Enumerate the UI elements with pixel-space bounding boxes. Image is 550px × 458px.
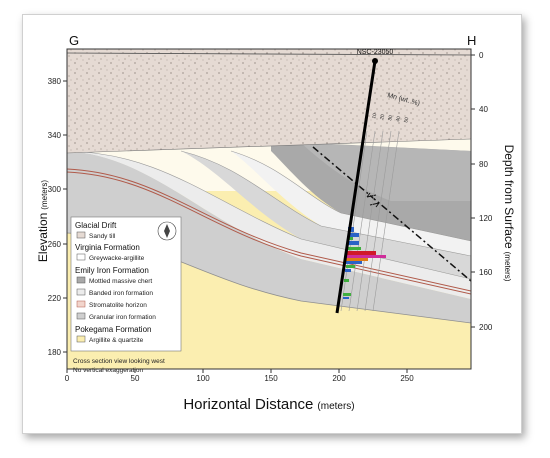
drift-base (67, 138, 471, 154)
granular-iron-formation (67, 151, 471, 323)
legend-item-label: Argillite & quartzite (89, 337, 144, 344)
depth-tick: 200 (479, 323, 493, 332)
banded-iron-formation (67, 151, 471, 299)
right-axis-ticks: 0 40 80 120 160 200 (471, 51, 493, 332)
mn-tick-labels: 10 20 30 40 50 (371, 112, 410, 123)
drill-hole (335, 60, 377, 314)
y-tick: 260 (48, 240, 62, 249)
legend-swatch-argillite (76, 335, 86, 343)
right-axis-title: Depth from Surface(meters) (502, 145, 516, 282)
depth-tick: 40 (479, 105, 488, 114)
legend: Glacial Drift Sandy till Virginia Format… (70, 216, 182, 352)
y-tick: 180 (48, 348, 62, 357)
legend-group-title: Pokegama Formation (75, 325, 151, 334)
mn-tick: 30 (387, 114, 394, 121)
contact-line-1 (67, 150, 471, 280)
x-axis-title: Horizontal Distance (meters) (183, 396, 354, 413)
x-tick: 200 (332, 374, 346, 383)
depth-tick: 80 (479, 160, 488, 169)
ground-surface (67, 52, 471, 56)
legend-item-label: Mottled massive chert (89, 278, 152, 285)
mn-tick: 50 (403, 116, 410, 123)
banded-iron-unit-2 (181, 151, 471, 279)
depth-tick: 120 (479, 214, 493, 223)
x-tick: 100 (196, 374, 210, 383)
mn-tick: 10 (371, 112, 378, 119)
legend-group-title: Glacial Drift (75, 221, 117, 230)
glacial-drift (67, 49, 471, 153)
left-axis-ticks: 380 340 300 260 220 180 (48, 77, 67, 357)
section-label-left: G (69, 33, 79, 48)
x-tick: 250 (400, 374, 414, 383)
mn-tick: 40 (395, 115, 402, 122)
section-label-right: H (467, 33, 476, 48)
stromatolite-line-2 (67, 171, 471, 295)
y-tick: 380 (48, 77, 62, 86)
legend-swatch-banded (76, 288, 86, 296)
x-tick: 150 (264, 374, 278, 383)
legend-item-label: Sandy till (89, 233, 116, 240)
legend-group-title: Virginia Formation (75, 243, 140, 252)
y-tick: 220 (48, 294, 62, 303)
legend-item-label: Greywacke-argillite (89, 255, 145, 262)
geologic-layers (67, 49, 471, 369)
x-tick: 50 (131, 374, 140, 383)
stromatolite-line-1 (67, 168, 471, 292)
legend-item-label: Stromatolite horizon (89, 302, 147, 309)
compass-needle-icon (164, 224, 170, 238)
drill-collar (372, 58, 378, 64)
plot-border (66, 48, 472, 370)
well-label: NSC-23050 (357, 49, 394, 56)
legend-box (70, 216, 182, 352)
legend-swatch-greywacke (76, 253, 86, 261)
x-tick: 0 (65, 374, 70, 383)
section-note-2: No vertical exaggeration (73, 367, 143, 374)
legend-item-label: Granular iron formation (89, 314, 156, 321)
left-axis-title: Elevation(meters) (36, 180, 50, 262)
legend-item-label: Banded iron formation (89, 290, 153, 297)
banded-iron-unit-3 (231, 151, 471, 256)
contact-line-2 (180, 150, 471, 257)
cross-section-figure: NSC-23050 Mn (wt. %) 10 20 30 40 50 G H … (36, 33, 516, 413)
figure-frame: NSC-23050 Mn (wt. %) 10 20 30 40 50 G H … (22, 14, 522, 434)
depth-tick: 0 (479, 51, 484, 60)
fault-arrows (366, 192, 380, 208)
legend-swatch-granular (76, 312, 86, 320)
y-tick: 340 (48, 131, 62, 140)
contact-line-3 (230, 150, 471, 242)
section-note-1: Cross section view looking west (73, 358, 165, 365)
y-tick: 300 (48, 185, 62, 194)
mottled-chert-lighter (301, 143, 471, 201)
legend-swatch-stromatolite (76, 300, 86, 308)
x-axis-ticks: 0 50 100 150 200 250 (65, 369, 414, 383)
mn-tick: 20 (379, 113, 386, 120)
fault-line (312, 146, 471, 282)
legend-swatch-sandy-till (76, 231, 86, 239)
legend-swatch-chert (76, 276, 86, 284)
depth-tick: 160 (479, 268, 493, 277)
legend-group-title: Emily Iron Formation (75, 266, 149, 275)
